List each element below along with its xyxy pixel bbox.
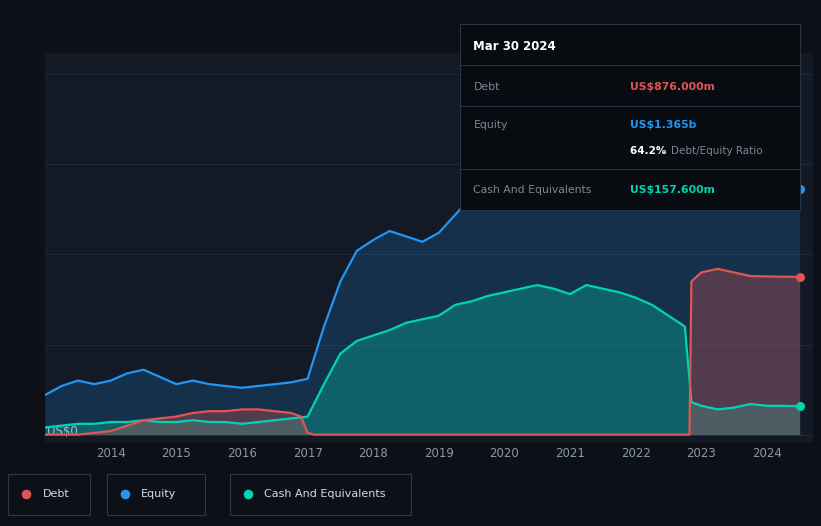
Text: Debt: Debt — [474, 82, 500, 92]
Text: US$876.000m: US$876.000m — [631, 82, 715, 92]
Text: US$1.365b: US$1.365b — [631, 119, 696, 129]
Text: Cash And Equivalents: Cash And Equivalents — [264, 489, 386, 500]
Point — [793, 272, 806, 281]
Point — [241, 490, 255, 499]
Text: Cash And Equivalents: Cash And Equivalents — [474, 185, 592, 195]
Point — [20, 490, 33, 499]
Bar — [230, 474, 410, 514]
Text: Equity: Equity — [474, 119, 507, 129]
Text: Equity: Equity — [141, 489, 177, 500]
Point — [793, 185, 806, 193]
Bar — [8, 474, 90, 514]
Bar — [107, 474, 205, 514]
Text: Debt/Equity Ratio: Debt/Equity Ratio — [671, 146, 763, 156]
Text: Debt: Debt — [43, 489, 70, 500]
Text: 64.2%: 64.2% — [631, 146, 670, 156]
Point — [793, 402, 806, 410]
Text: US$157.600m: US$157.600m — [631, 185, 715, 195]
Point — [118, 490, 131, 499]
Text: Mar 30 2024: Mar 30 2024 — [474, 39, 556, 53]
Text: US$0: US$0 — [47, 425, 77, 438]
